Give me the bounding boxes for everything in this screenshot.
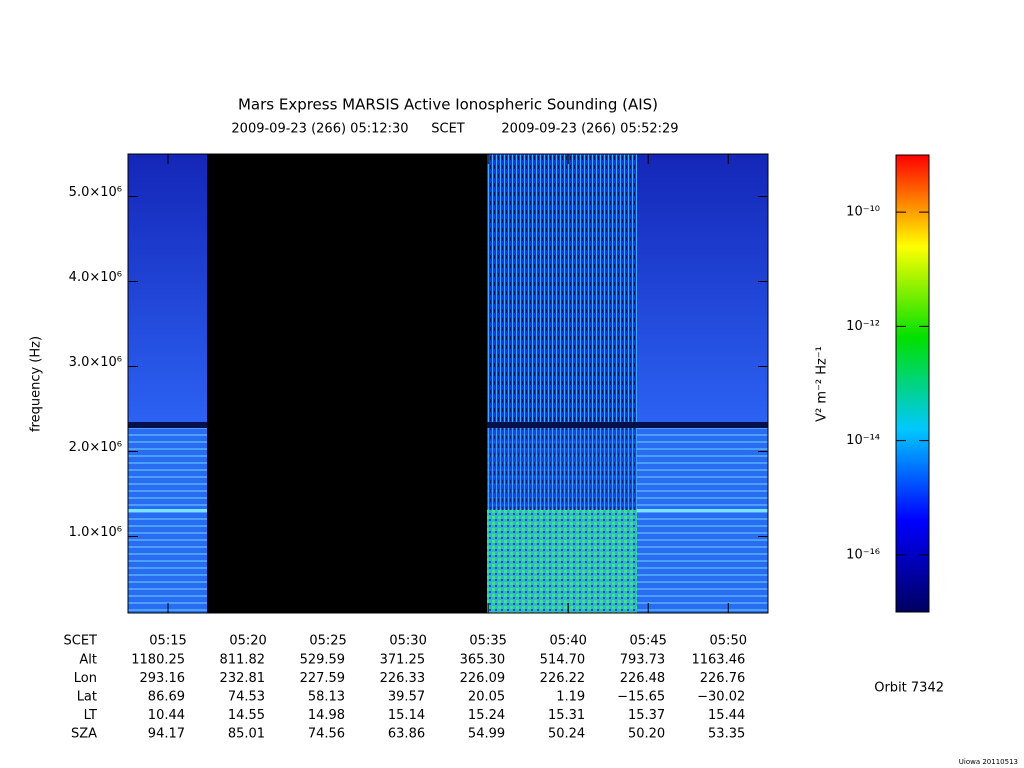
ephemeris-value: 54.99 xyxy=(468,727,505,742)
row-label: SZA xyxy=(71,727,97,742)
ephemeris-value: 39.57 xyxy=(388,690,425,705)
ephemeris-value: 227.59 xyxy=(300,671,346,686)
ephemeris-value: 514.70 xyxy=(540,653,586,668)
ephemeris-value: 1180.25 xyxy=(131,653,185,668)
x-tick-label: 05:40 xyxy=(549,634,586,649)
orbit: Orbit 7342 xyxy=(874,681,944,696)
ephemeris-value: 74.53 xyxy=(228,690,265,705)
x-tick-label: 05:30 xyxy=(389,634,426,649)
x-tick-label: 05:45 xyxy=(629,634,666,649)
y-tick-label: 4.0×10⁶ xyxy=(69,270,122,285)
ephemeris-value: 86.69 xyxy=(148,690,185,705)
ephemeris-value: 365.30 xyxy=(460,653,506,668)
x-tick-label: 05:25 xyxy=(309,634,346,649)
x-tick-label: 05:35 xyxy=(469,634,506,649)
ephemeris-value: 371.25 xyxy=(380,653,426,668)
ephemeris-value: 811.82 xyxy=(220,653,266,668)
x-tick-label: 05:20 xyxy=(229,634,266,649)
y-axis-label: frequency (Hz) xyxy=(29,336,44,432)
row-label: LT xyxy=(84,708,97,723)
ephemeris-value: −30.02 xyxy=(697,690,745,705)
ephemeris-value: 1.19 xyxy=(556,690,585,705)
chart-title: Mars Express MARSIS Active Ionospheric S… xyxy=(238,96,658,114)
row-label: Lon xyxy=(74,671,97,686)
colorbar-label: V² m⁻² Hz⁻¹ xyxy=(815,346,830,422)
ephemeris-value: 14.55 xyxy=(228,708,265,723)
colorbar-tick-label: 10⁻¹⁶ xyxy=(846,547,880,562)
subtitle-middle: SCET xyxy=(431,122,465,137)
ephemeris-value: 14.98 xyxy=(308,708,345,723)
colorbar xyxy=(895,154,930,613)
ephemeris-value: 53.35 xyxy=(708,727,745,742)
subtitle-start: 2009-09-23 (266) 05:12:30 xyxy=(231,122,408,137)
subtitle-end: 2009-09-23 (266) 05:52:29 xyxy=(501,122,678,137)
ephemeris-value: 529.59 xyxy=(300,653,346,668)
ephemeris-value: 10.44 xyxy=(148,708,185,723)
ephemeris-value: 58.13 xyxy=(308,690,345,705)
x-tick-label: 05:15 xyxy=(149,634,186,649)
ephemeris-value: 293.16 xyxy=(140,671,186,686)
ephemeris-value: 1163.46 xyxy=(691,653,745,668)
ephemeris-value: 50.20 xyxy=(628,727,665,742)
ephemeris-value: 15.31 xyxy=(548,708,585,723)
colorbar-tick-label: 10⁻¹⁰ xyxy=(846,205,880,220)
ephemeris-value: 15.44 xyxy=(708,708,745,723)
ephemeris-value: 793.73 xyxy=(620,653,666,668)
ephemeris-value: 226.48 xyxy=(620,671,666,686)
credit: Uiowa 20110513 xyxy=(959,758,1018,766)
ephemeris-value: 15.37 xyxy=(628,708,665,723)
ephemeris-value: 15.24 xyxy=(468,708,505,723)
spectrogram-image xyxy=(128,154,768,613)
row-label: Lat xyxy=(77,690,97,705)
x-tick-label: 05:50 xyxy=(710,634,747,649)
colorbar-tick-label: 10⁻¹² xyxy=(846,319,880,334)
row-label: SCET xyxy=(64,634,98,649)
y-tick-label: 3.0×10⁶ xyxy=(69,355,122,370)
row-label: Alt xyxy=(79,653,97,668)
plot-frame xyxy=(127,153,769,614)
ephemeris-value: 20.05 xyxy=(468,690,505,705)
ephemeris-value: −15.65 xyxy=(617,690,665,705)
ephemeris-value: 94.17 xyxy=(148,727,185,742)
y-tick-label: 5.0×10⁶ xyxy=(69,185,122,200)
ephemeris-value: 63.86 xyxy=(388,727,425,742)
y-tick-label: 2.0×10⁶ xyxy=(69,440,122,455)
y-tick-label: 1.0×10⁶ xyxy=(69,525,122,540)
ephemeris-value: 232.81 xyxy=(220,671,266,686)
colorbar-tick-label: 10⁻¹⁴ xyxy=(846,433,880,448)
ephemeris-value: 226.76 xyxy=(700,671,746,686)
ephemeris-value: 226.33 xyxy=(380,671,426,686)
ephemeris-value: 50.24 xyxy=(548,727,585,742)
ephemeris-value: 15.14 xyxy=(388,708,425,723)
ephemeris-value: 74.56 xyxy=(308,727,345,742)
ephemeris-value: 85.01 xyxy=(228,727,265,742)
ephemeris-value: 226.22 xyxy=(540,671,586,686)
ephemeris-value: 226.09 xyxy=(460,671,506,686)
